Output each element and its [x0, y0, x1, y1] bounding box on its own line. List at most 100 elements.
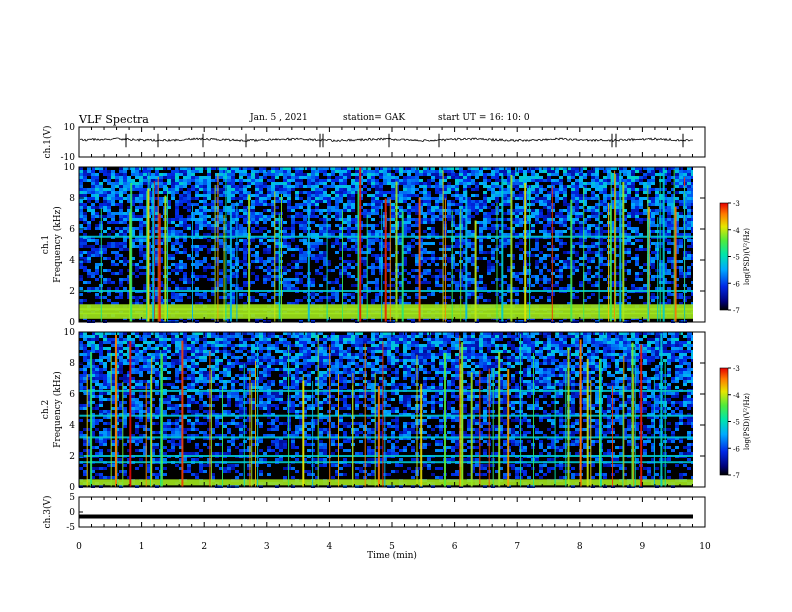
- ch1-spectrogram-ytick-label: 8: [69, 194, 75, 204]
- ch1-spectrogram-cell: [79, 167, 83, 170]
- ch1-spectrogram-cell: [403, 263, 407, 266]
- ch1-spectrogram-cell: [115, 296, 119, 299]
- ch1-spectrogram-cell: [391, 173, 395, 176]
- ch1-spectrogram-cell: [559, 233, 563, 236]
- ch1-spectrogram-cell: [483, 287, 487, 290]
- ch1-spectrogram-cell: [207, 188, 211, 191]
- ch1-spectrogram-cell: [687, 227, 691, 230]
- ch1-spectrogram-cell: [671, 263, 675, 266]
- ch1-spectrogram-cell: [627, 239, 631, 242]
- ch1-spectrogram-cell: [339, 248, 343, 251]
- ch1-spectrogram-cell: [647, 200, 651, 203]
- ch1-spectrogram-cell: [91, 251, 95, 254]
- ch1-spectrogram-cell: [135, 266, 139, 269]
- ch1-spectrogram-cell: [263, 242, 267, 245]
- ch1-spectrogram-cell: [327, 296, 331, 299]
- ch1-spectrogram-cell: [343, 203, 347, 206]
- ch1-spectrogram-cell: [351, 218, 355, 221]
- ch1-spectrogram-cell: [667, 248, 671, 251]
- ch1-spectrogram-cell: [227, 221, 231, 224]
- ch1-spectrogram-cell: [467, 257, 471, 260]
- ch1-spectrogram-cell: [407, 182, 411, 185]
- ch1-spectrogram-cell: [491, 167, 495, 170]
- ch1-spectrogram-cell: [351, 239, 355, 242]
- ch1-spectrogram-cell: [663, 200, 667, 203]
- ch1-spectrogram-cell: [179, 233, 183, 236]
- ch1-spectrogram-cell: [687, 251, 691, 254]
- ch2-spectrogram-cell: [431, 332, 435, 335]
- ch1-spectrogram-cell: [103, 215, 107, 218]
- ch1-spectrogram-cell: [259, 167, 263, 170]
- ch1-spectrogram-cell: [243, 293, 247, 296]
- ch1-spectrogram-cell: [559, 278, 563, 281]
- ch1-spectrogram-cell: [587, 173, 591, 176]
- ch1-spectrogram-cell: [631, 209, 635, 212]
- ch1-spectrogram-cell: [291, 230, 295, 233]
- ch1-spectrogram-cell: [199, 221, 203, 224]
- ch2-spectrogram-cell: [331, 335, 335, 338]
- ch1-spectrogram-cell: [383, 191, 387, 194]
- ch1-spectrogram-cell: [183, 185, 187, 188]
- ch1-spectrogram-cell: [159, 272, 163, 275]
- ch1-spectrogram-cell: [507, 200, 511, 203]
- ch1-spectrogram-cell: [187, 170, 191, 173]
- ch2-spectrogram-cell: [499, 335, 503, 338]
- ch1-spectrogram-cell: [219, 212, 223, 215]
- ch1-spectrogram-cell: [615, 179, 619, 182]
- ch1-spectrogram-cell: [559, 212, 563, 215]
- ch1-spectrogram-cell: [275, 233, 279, 236]
- ch1-spectrogram-cell: [543, 224, 547, 227]
- ch1-spectrogram-cell: [451, 221, 455, 224]
- ch1-spectrogram-cell: [687, 296, 691, 299]
- ch1-spectrogram-cell: [407, 209, 411, 212]
- ch1-spectrogram-cell: [539, 257, 543, 260]
- ch1-spectrogram-cell: [579, 284, 583, 287]
- ch1-spectrogram-cell: [99, 191, 103, 194]
- ch1-spectrogram-cell: [175, 212, 179, 215]
- ch2-spectrogram-cell: [191, 335, 195, 338]
- ch1-spectrogram-cell: [175, 248, 179, 251]
- ch1-spectrogram-cell: [455, 284, 459, 287]
- ch1-spectrogram-cell: [243, 185, 247, 188]
- ch1-spectrogram-cell: [615, 218, 619, 221]
- ch1-spectrogram-cell: [339, 215, 343, 218]
- ch1-spectrogram-cell: [379, 194, 383, 197]
- ch1-spectrogram-cell: [671, 212, 675, 215]
- ch1-spectrogram-cell: [467, 278, 471, 281]
- ch1-spectrogram-cell: [459, 167, 463, 170]
- ch1-spectrogram-sferic: [673, 168, 675, 322]
- ch1-spectrogram-cell: [283, 269, 287, 272]
- ch1-spectrogram-cell: [83, 194, 87, 197]
- ch1-spectrogram-cell: [347, 221, 351, 224]
- ch1-spectrogram-cell: [679, 239, 683, 242]
- ch1-spectrogram-cell: [287, 173, 291, 176]
- ch1-spectrogram-cell: [495, 176, 499, 179]
- ch1-spectrogram-cell: [199, 185, 203, 188]
- ch1-spectrogram-cell: [315, 194, 319, 197]
- ch2-spectrogram-cell: [175, 335, 179, 338]
- ch1-spectrogram-cell: [295, 179, 299, 182]
- ch1-spectrogram-cell: [183, 221, 187, 224]
- ch1-spectrogram-cell: [471, 179, 475, 182]
- ch1-spectrogram-cell: [83, 299, 87, 302]
- ch1-spectrogram-cell: [171, 302, 175, 305]
- ch2-spectrogram-cell: [671, 332, 675, 335]
- ch1-spectrogram-cell: [527, 254, 531, 257]
- ch1-spectrogram-cell: [303, 260, 307, 263]
- ch1-spectrogram-cell: [419, 260, 423, 263]
- ch1-spectrogram-colorbar-tick-label: -4: [733, 227, 740, 235]
- ch1-spectrogram-cell: [575, 227, 579, 230]
- ch1-spectrogram-cell: [339, 176, 343, 179]
- ch1-spectrogram-cell: [671, 206, 675, 209]
- ch1-spectrogram-cell: [111, 218, 115, 221]
- ch1-spectrogram-cell: [551, 209, 555, 212]
- ch1-spectrogram-cell: [463, 182, 467, 185]
- ch1-spectrogram-cell: [295, 173, 299, 176]
- ch1-spectrogram-cell: [335, 212, 339, 215]
- ch1-spectrogram-cell: [663, 218, 667, 221]
- ch1-spectrogram-cell: [567, 206, 571, 209]
- ch1-spectrogram-cell: [235, 191, 239, 194]
- ch1-spectrogram-cell: [423, 185, 427, 188]
- ch2-spectrogram-cell: [211, 332, 215, 335]
- ch1-spectrogram-cell: [171, 221, 175, 224]
